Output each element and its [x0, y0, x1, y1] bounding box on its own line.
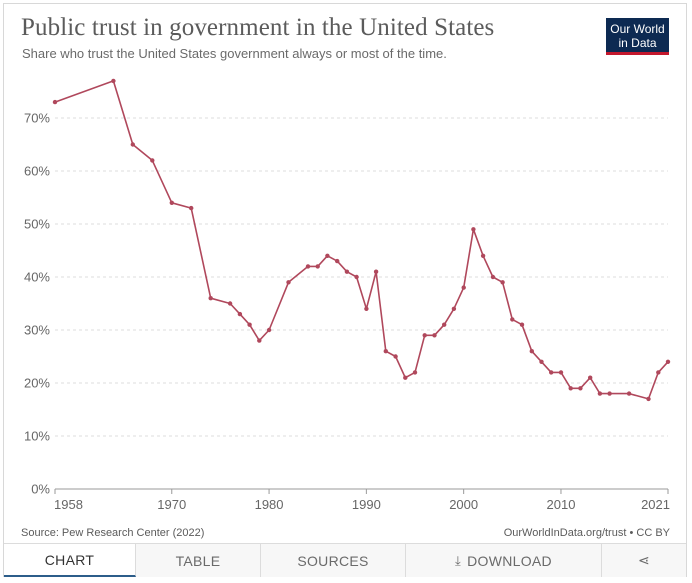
- data-point: [412, 370, 418, 375]
- license-text: • CC BY: [629, 527, 670, 539]
- y-tick-label: 70%: [24, 111, 50, 126]
- x-tick-label: 2021: [641, 497, 670, 512]
- data-point: [286, 280, 291, 285]
- chart-subtitle: Share who trust the United States govern…: [22, 46, 447, 61]
- data-point: [111, 78, 116, 84]
- data-point: [247, 322, 252, 327]
- tab-table[interactable]: TABLE: [136, 544, 261, 577]
- tab-download-label: DOWNLOAD: [467, 552, 552, 569]
- data-point: [510, 317, 515, 322]
- x-tick-label: 2010: [547, 497, 576, 512]
- data-point: [588, 375, 593, 380]
- data-point: [432, 333, 437, 338]
- data-point: [422, 333, 427, 338]
- logo-line-2: in Data: [618, 36, 657, 50]
- data-point: [597, 391, 603, 396]
- data-point: [335, 258, 340, 264]
- data-point: [646, 396, 651, 402]
- data-point: [442, 322, 447, 327]
- x-tick-label: 1980: [255, 497, 284, 512]
- tab-chart-label: CHART: [44, 551, 95, 568]
- data-point: [237, 311, 243, 317]
- data-point: [519, 322, 525, 327]
- data-point: [150, 158, 155, 163]
- data-point: [529, 349, 534, 354]
- share-button[interactable]: ⋖: [602, 544, 686, 577]
- data-point: [558, 370, 564, 375]
- chart-frame: [3, 3, 687, 577]
- source-url-text[interactable]: OurWorldInData.org/trust: [503, 527, 627, 539]
- owid-logo[interactable]: Our World in Data: [606, 18, 669, 55]
- y-tick-label: 60%: [24, 164, 50, 179]
- data-point: [189, 205, 194, 211]
- download-icon: ⤓: [455, 552, 462, 568]
- chart-title: Public trust in government in the United…: [21, 14, 495, 41]
- data-point: [461, 285, 466, 290]
- data-point: [451, 306, 457, 311]
- data-point: [393, 354, 398, 359]
- share-icon: ⋖: [637, 552, 651, 568]
- y-tick-label: 50%: [24, 217, 50, 232]
- source-text: Pew Research Center (2022): [61, 527, 205, 539]
- data-point: [607, 391, 612, 396]
- y-tick-label: 30%: [24, 323, 50, 338]
- data-point: [208, 296, 213, 301]
- x-tick-label: 1990: [352, 497, 381, 512]
- x-tick-label: 2000: [449, 497, 478, 512]
- y-tick-label: 0%: [31, 482, 50, 497]
- tab-download[interactable]: ⤓ DOWNLOAD: [406, 544, 602, 577]
- data-point: [626, 391, 632, 396]
- series-line: [54, 80, 669, 400]
- data-point: [373, 269, 379, 274]
- data-point: [490, 274, 496, 280]
- tab-table-label: TABLE: [175, 552, 221, 569]
- data-point: [480, 253, 486, 258]
- logo-line-1: Our World: [610, 22, 665, 36]
- data-point: [364, 306, 369, 311]
- tab-sources[interactable]: SOURCES: [261, 544, 406, 577]
- source-url[interactable]: OurWorldInData.org/trust • CC BY: [504, 527, 670, 539]
- source-label: Source:: [21, 527, 59, 539]
- y-tick-label: 10%: [24, 429, 50, 444]
- data-point: [354, 274, 359, 280]
- x-tick-label: 1970: [157, 497, 186, 512]
- data-point: [549, 370, 554, 375]
- data-point: [325, 253, 330, 258]
- data-point: [471, 227, 476, 232]
- data-point: [665, 359, 671, 364]
- data-point: [656, 370, 661, 375]
- data-point: [130, 142, 135, 147]
- data-point: [227, 301, 233, 306]
- source-note: Source: Pew Research Center (2022): [21, 527, 204, 539]
- data-point: [257, 338, 262, 343]
- data-point: [568, 386, 573, 391]
- data-point: [266, 327, 272, 333]
- data-point: [305, 264, 311, 269]
- x-tick-label: 1958: [54, 497, 83, 512]
- data-point: [383, 349, 388, 354]
- data-point: [169, 200, 174, 205]
- data-point: [500, 280, 505, 285]
- data-point: [315, 264, 320, 269]
- data-point: [578, 386, 583, 391]
- y-tick-label: 20%: [24, 376, 50, 391]
- tab-bar: CHART TABLE SOURCES ⤓ DOWNLOAD ⋖: [4, 543, 686, 577]
- data-point: [539, 359, 544, 364]
- data-point: [344, 269, 350, 274]
- data-point: [52, 99, 58, 105]
- y-tick-label: 40%: [24, 270, 50, 285]
- tab-chart[interactable]: CHART: [4, 544, 136, 577]
- tab-sources-label: SOURCES: [297, 552, 369, 569]
- data-point: [403, 375, 408, 380]
